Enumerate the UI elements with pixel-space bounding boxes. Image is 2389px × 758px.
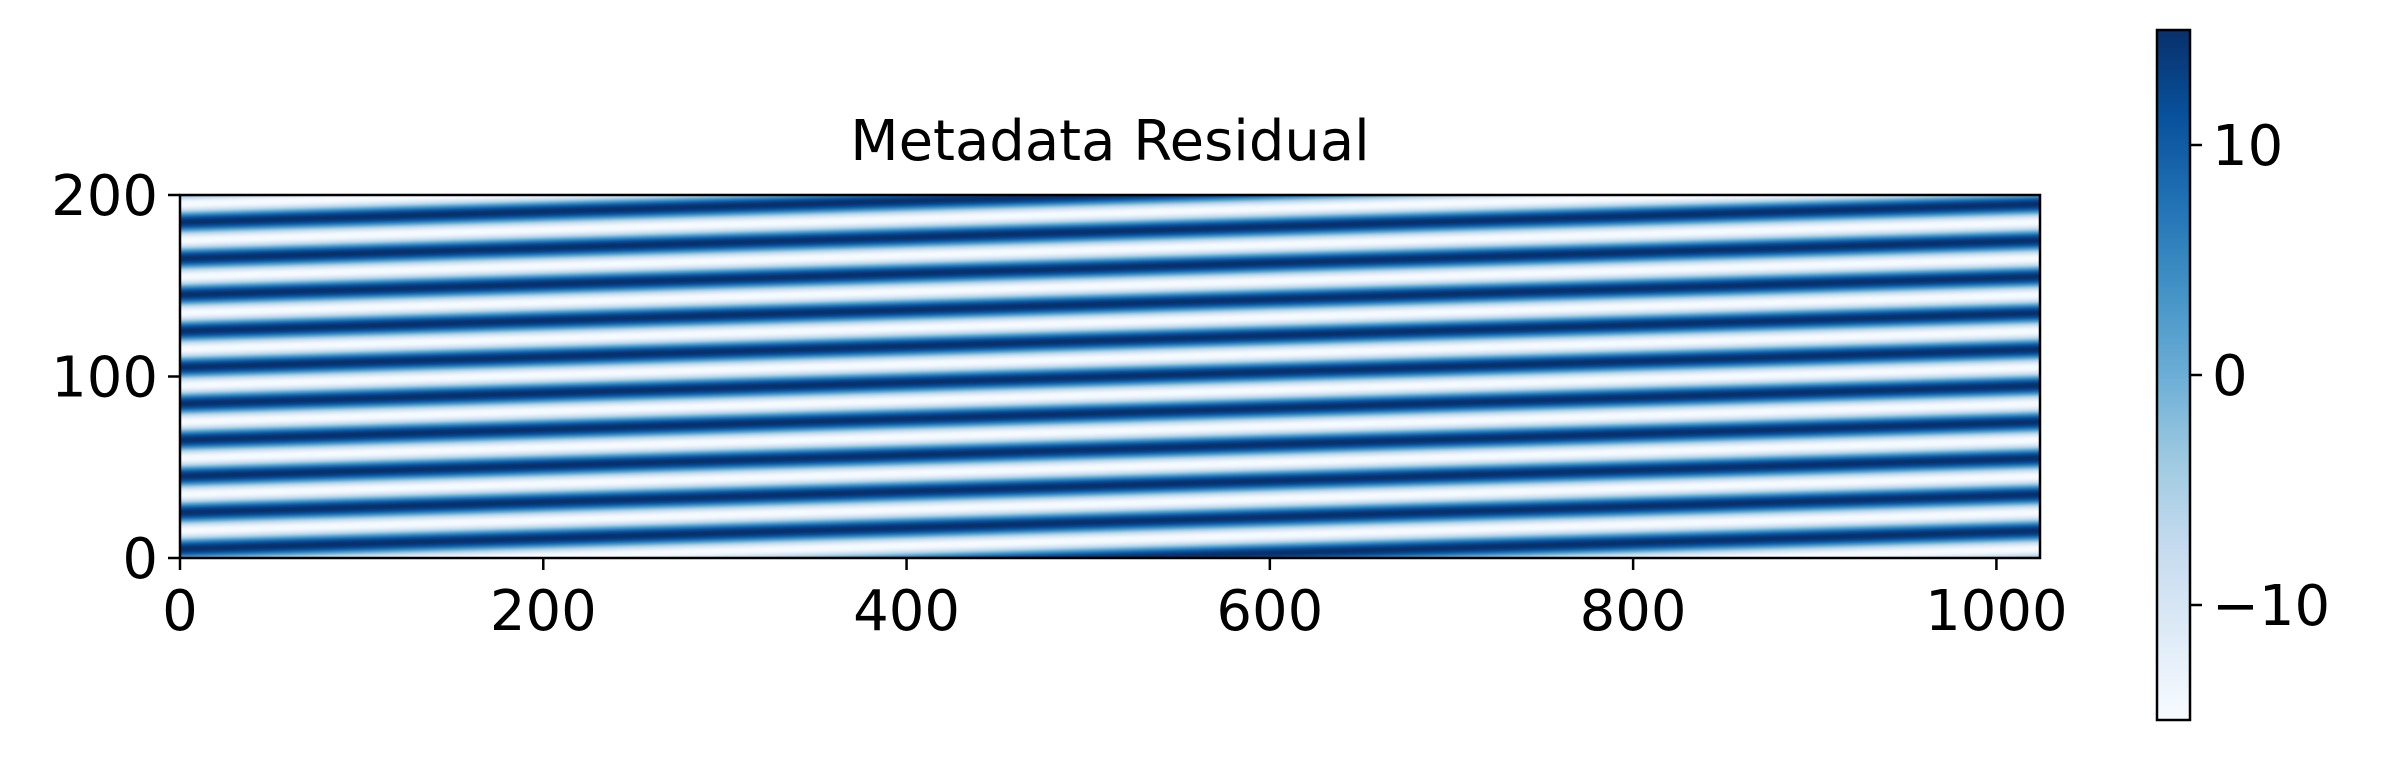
x-tick-label: 0: [162, 579, 198, 644]
x-axis: 0 200 400 600 800 1000: [162, 558, 2068, 644]
x-tick-label: 1000: [1925, 579, 2068, 644]
x-tick-label: 400: [853, 579, 960, 644]
colorbar-tick-label: −10: [2212, 574, 2330, 639]
x-tick-label: 200: [490, 579, 597, 644]
heatmap-image: [180, 195, 2040, 558]
y-tick-label: 200: [51, 164, 158, 229]
y-tick-label: 0: [122, 527, 158, 592]
x-tick-label: 800: [1580, 579, 1687, 644]
y-tick-label: 100: [51, 346, 158, 411]
colorbar-tick-label: 10: [2212, 114, 2283, 179]
colorbar-ticks: −10 0 10: [2190, 114, 2330, 639]
colorbar: −10 0 10: [2155, 28, 2330, 722]
plot-area: [178, 193, 2042, 560]
colorbar-fill: [2157, 30, 2190, 720]
y-axis: 0 100 200: [51, 164, 180, 592]
x-tick-label: 600: [1216, 579, 1323, 644]
colorbar-tick-label: 0: [2212, 344, 2248, 409]
chart-title: Metadata Residual: [850, 109, 1369, 174]
